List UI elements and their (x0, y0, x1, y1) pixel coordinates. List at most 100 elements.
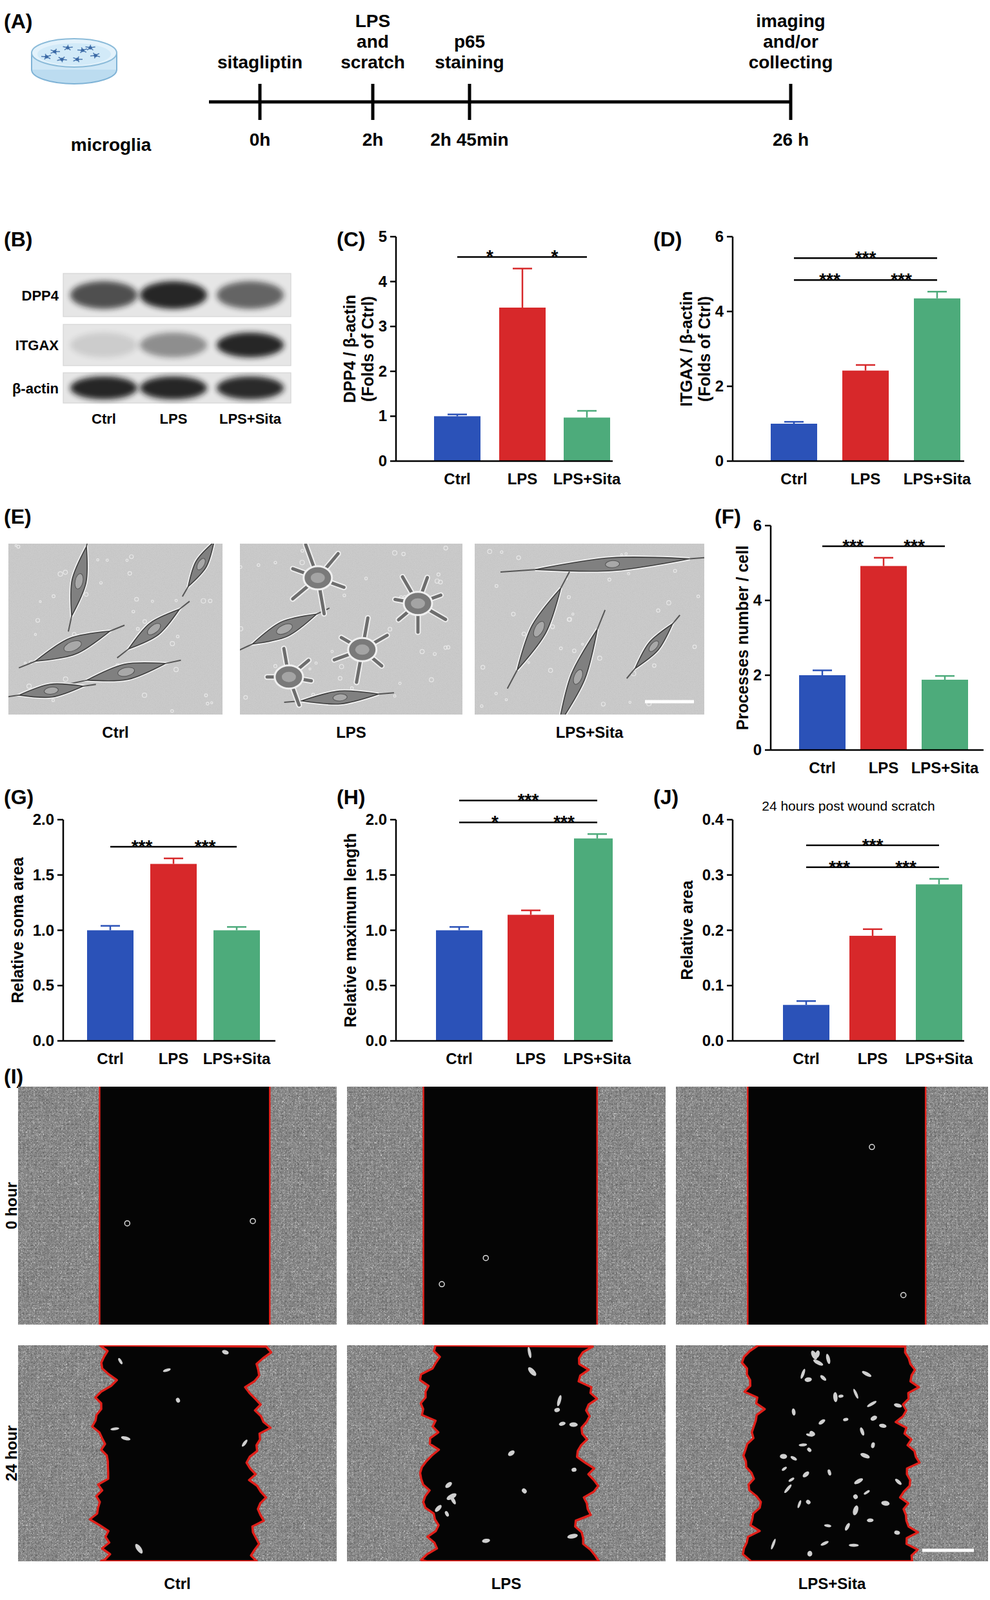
error-cap (927, 290, 947, 293)
x-tick-label: LPS (507, 470, 538, 488)
y-tick-label: 0.5 (32, 976, 55, 994)
x-tick-label: Ctrl (780, 470, 807, 488)
gap-cell (483, 1255, 489, 1261)
bar (860, 566, 907, 751)
scratch-image (346, 1345, 666, 1562)
debris (673, 569, 677, 573)
y-tick-label: 1.5 (32, 866, 55, 884)
y-tick (57, 984, 64, 987)
debris (39, 600, 42, 603)
gap-edge (746, 1086, 749, 1325)
debris (581, 643, 584, 645)
cell-body (403, 592, 433, 616)
chart-title: 24 hours post wound scratch (761, 798, 936, 814)
gap-cell (433, 1504, 443, 1514)
gap-cell (812, 1358, 825, 1367)
x-tick-label: LPS (158, 1049, 189, 1068)
gap-cell (859, 1426, 866, 1436)
error-bar (521, 910, 541, 916)
debris (36, 618, 40, 623)
cell-halo (32, 623, 113, 670)
debris (624, 552, 628, 556)
error-stem (936, 291, 939, 298)
significance-label: *** (895, 857, 917, 878)
debris (511, 612, 516, 616)
gap-cell (832, 1391, 838, 1403)
y-tick (57, 1040, 64, 1043)
debris (521, 632, 526, 636)
error-cap (862, 928, 883, 931)
error-bar (227, 926, 247, 931)
y-tick (726, 874, 733, 877)
error-bar (796, 1000, 816, 1005)
error-bar (784, 421, 804, 424)
error-bar (587, 833, 607, 839)
error-cap (100, 924, 120, 927)
debris (243, 695, 248, 700)
y-tick (57, 819, 64, 822)
bar (434, 415, 481, 462)
error-bar (163, 858, 184, 865)
bar-chart: 012345CtrlLPSLPS+SitaDPP4 / β-actin(Fold… (340, 227, 622, 488)
significance-label: *** (890, 269, 912, 290)
cell-nucleus (274, 621, 295, 637)
micrograph-label: LPS (336, 723, 367, 742)
error-bar (929, 879, 949, 885)
blot-strip (63, 324, 291, 366)
error-bar (812, 670, 832, 676)
row-label: 24 hour (2, 1425, 20, 1482)
error-cap (812, 669, 832, 672)
y-tick (726, 460, 733, 463)
x-tick-label: LPS+Sita (563, 1049, 632, 1068)
debris (105, 559, 109, 562)
blot-band (70, 332, 138, 358)
dish-cell (72, 56, 83, 63)
debris (63, 570, 68, 575)
cell-body (183, 543, 220, 590)
cell-nucleus (332, 693, 348, 702)
bar (770, 423, 818, 462)
debris (63, 677, 68, 682)
panel-letter: (F) (714, 504, 742, 529)
debris (429, 677, 435, 683)
cell-body (348, 637, 377, 662)
y-tick-label: 0 (753, 741, 762, 759)
error-cap (577, 410, 597, 413)
dish-label: microglia (70, 134, 152, 155)
debris (494, 692, 498, 695)
dish-cell-body (52, 49, 57, 53)
gap-cell (893, 1402, 903, 1409)
scale-bar (922, 1549, 974, 1553)
significance-label: *** (819, 269, 841, 290)
cell-process (672, 615, 681, 625)
cell-layer (675, 1086, 989, 1325)
scratch-image (18, 1086, 337, 1325)
debris (696, 595, 700, 598)
bar (574, 838, 613, 1041)
x-tick-label: Ctrl (445, 1049, 473, 1068)
gap-cell (893, 1530, 901, 1536)
cell-process (86, 543, 90, 547)
bar (915, 884, 963, 1041)
y-tick-label: 4 (378, 272, 388, 291)
cell-process (560, 571, 570, 588)
debris (559, 646, 562, 650)
micrograph-bg (8, 543, 223, 715)
gap-cell (900, 1292, 907, 1298)
x-tick-label: LPS+Sita (911, 759, 980, 777)
y-tick-label: 3 (378, 317, 387, 335)
significance-label: * (551, 246, 559, 267)
y-tick (390, 236, 396, 238)
blot-lane-label: LPS (159, 410, 188, 427)
y-tick (726, 1040, 733, 1043)
y-tick-label: 0.0 (32, 1031, 55, 1050)
significance-label: *** (194, 836, 217, 857)
cell-process (109, 624, 125, 631)
debris (365, 577, 368, 580)
bar (563, 417, 611, 462)
gap-cell (779, 1453, 787, 1459)
x-axis (396, 1040, 613, 1043)
debris (52, 594, 56, 598)
event-label: imaging (755, 10, 825, 31)
debris (210, 701, 213, 704)
